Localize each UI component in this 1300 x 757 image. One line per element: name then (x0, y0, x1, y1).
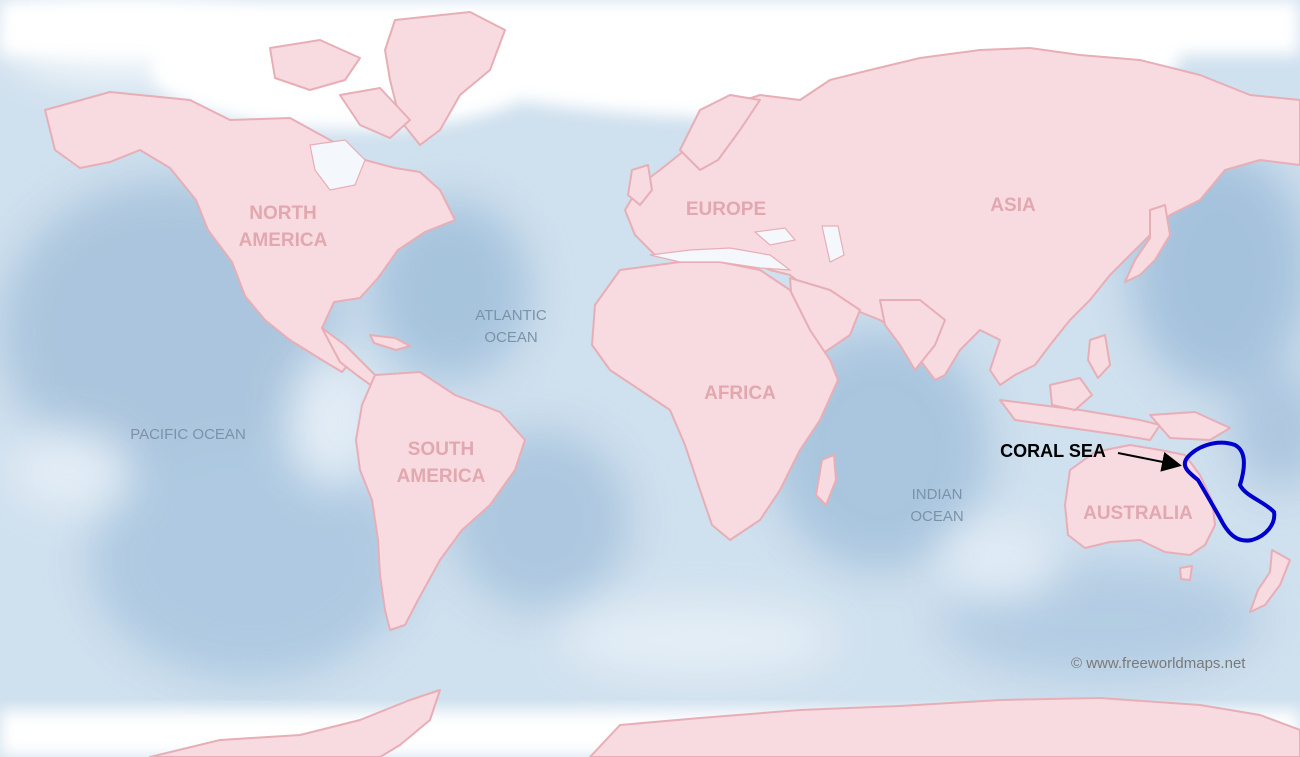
madagascar-shape (815, 454, 837, 506)
africa-shape (591, 261, 839, 541)
coral-sea-highlight: CORAL SEA (1000, 440, 1277, 543)
japan-shape (1124, 204, 1171, 283)
south-america-shape (355, 371, 526, 631)
coral-sea-arrow (1117, 452, 1182, 472)
ocean-labels: PACIFIC OCEAN ATLANTIC OCEAN INDIAN OCEA… (130, 307, 963, 525)
arctic-islands-shape (269, 39, 361, 91)
label-australia: AUSTRALIA (1083, 503, 1193, 524)
australia-shape (1064, 444, 1216, 556)
land-masses (44, 11, 1300, 757)
coral-sea-outline (1182, 440, 1277, 543)
label-atlantic-ocean-line2: OCEAN (484, 329, 537, 346)
tasmania-shape (1179, 565, 1193, 581)
new-guinea-shape (1149, 411, 1231, 441)
caspian-sea-shape (821, 225, 845, 263)
borneo-shape (1049, 377, 1093, 411)
label-pacific-ocean: PACIFIC OCEAN (130, 426, 246, 443)
greenland-shape (384, 11, 506, 146)
label-indian-ocean: INDIAN (912, 486, 963, 503)
antarctica-east-shape (589, 697, 1300, 757)
caribbean-islands-shape (369, 334, 411, 351)
label-north-america-line2: AMERICA (239, 230, 328, 251)
label-indian-ocean-line2: OCEAN (910, 508, 963, 525)
britain-shape (627, 164, 653, 206)
label-europe: EUROPE (686, 199, 766, 220)
india-shape (879, 299, 946, 371)
mediterranean-shape (649, 247, 792, 271)
label-coral-sea: CORAL SEA (1000, 441, 1106, 461)
hudson-bay-shape (309, 139, 366, 191)
continent-labels: NORTH AMERICA EUROPE ASIA AFRICA SOUTH A… (239, 195, 1193, 524)
label-south-america-line2: AMERICA (397, 466, 486, 487)
label-north-america: NORTH (249, 203, 317, 224)
baffin-shape (339, 87, 411, 139)
new-zealand-shape (1249, 549, 1291, 613)
black-sea-shape (753, 227, 797, 246)
label-asia: ASIA (990, 195, 1036, 216)
scandinavia-shape (679, 94, 761, 171)
antarctica-west-shape (149, 689, 441, 757)
label-south-america: SOUTH (408, 439, 475, 460)
inland-waters (309, 139, 845, 271)
label-africa: AFRICA (704, 383, 776, 404)
philippines-shape (1087, 334, 1111, 379)
map-credit: © www.freeworldmaps.net (1071, 655, 1246, 672)
label-atlantic-ocean: ATLANTIC (475, 307, 547, 324)
